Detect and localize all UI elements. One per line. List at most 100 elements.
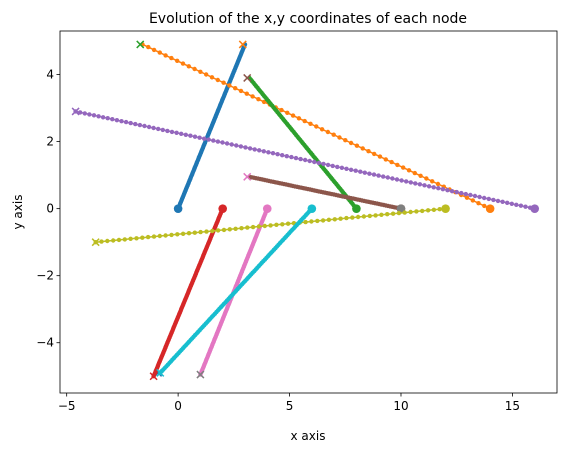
series-4-point [252,147,257,152]
series-4-point [137,122,143,128]
series-8-point [344,215,349,221]
series-4-point [270,151,276,156]
chart-title: Evolution of the x,y coordinates of each… [149,11,467,27]
series-1-point [424,176,429,181]
series-8-point [361,214,367,219]
y-tick-label-0: −4 [36,336,54,350]
series-8-point [355,214,361,220]
series-4-point [399,178,404,183]
series-4-point [169,129,175,135]
series-4-start-marker [71,107,80,116]
series-1-point [227,83,232,88]
series-4-point [266,150,271,155]
series-1-point [377,154,383,159]
series-1-point [180,61,186,66]
series-8-point [274,222,279,227]
series-1-point [256,97,261,102]
series-4-point [362,170,367,175]
series-4-point [234,143,239,148]
series-4-point [312,159,317,165]
series-4-point [174,130,179,135]
series-8-point [420,208,425,214]
series-4-point [96,114,101,119]
series-4-point [445,188,450,193]
series-4-point [82,111,88,116]
series-2-start-x [136,40,145,49]
series-4-point [316,160,322,166]
series-1-point [157,50,162,55]
x-tick-label-2: 5 [286,399,294,413]
series-4-point [307,158,312,164]
series-8-point [373,213,378,218]
series-8-point [245,225,250,230]
series-9 [156,204,317,377]
series-8-point [151,234,157,239]
series-8-point [303,219,308,225]
series-4-point [284,154,289,159]
series-8-point [250,224,256,230]
series-1-point [412,170,417,176]
plot-area [71,40,540,381]
series-4-point [275,152,280,157]
series-8-point [425,208,431,213]
series-4-point [123,119,129,125]
series-4-point [440,187,446,192]
series-1-point [383,157,388,162]
series-1-point [354,143,360,148]
series-1-point [360,146,365,151]
series-1-point [435,181,441,187]
series-1-point [418,173,423,178]
series-8-point [320,218,326,223]
series-4-point [426,184,432,189]
series-4-point [303,157,308,163]
series-4-point [325,162,331,168]
series-4-point [335,164,340,170]
series-4-point [220,140,225,145]
series-8 [91,204,450,247]
series-8-point [175,232,180,237]
series-4-point [192,134,198,139]
series-layer [71,40,540,381]
series-8-point [239,226,244,231]
series-3-end-marker [218,204,227,213]
series-8-start-marker [91,238,100,247]
series-8-point [122,237,128,242]
series-0 [154,42,248,377]
series-4-point [358,169,363,174]
series-4-point [468,192,473,198]
series-4-point [224,141,230,146]
series-4-point [179,131,184,136]
series-6-start-marker [243,172,252,181]
series-1-point [238,88,244,94]
series-4-point [243,145,248,150]
series-4-point [100,115,106,120]
series-5-start-marker [243,73,252,82]
series-4-point [472,193,478,199]
series-8-point [134,236,139,241]
series-1-point [204,72,209,77]
series-1-start-x [238,40,247,49]
y-axis-label: y axis [11,195,25,230]
series-4 [71,107,540,213]
series-4-point [165,128,170,134]
series-4-point [110,117,115,122]
series-4-point [463,191,468,197]
series-1-point [198,69,203,75]
series-4-point [482,195,487,201]
series-8-point [128,236,133,241]
series-4-point [371,172,377,177]
series-4-point [261,149,266,154]
y-tick-label-4: 4 [46,68,54,82]
series-8-point [256,224,262,229]
series-1-point [192,66,197,72]
series-1-point [464,195,470,200]
series-1-point [308,121,313,127]
series-4-start-x [71,107,80,116]
series-5-start-x [243,73,252,82]
series-8-point [408,209,413,215]
ticks-layer: −5 0 5 10 15 −4 −2 0 2 4 [36,68,520,413]
series-4-point [404,179,409,184]
series-8-point [402,210,407,215]
series-1-point [163,53,168,58]
series-4-point [160,127,165,133]
